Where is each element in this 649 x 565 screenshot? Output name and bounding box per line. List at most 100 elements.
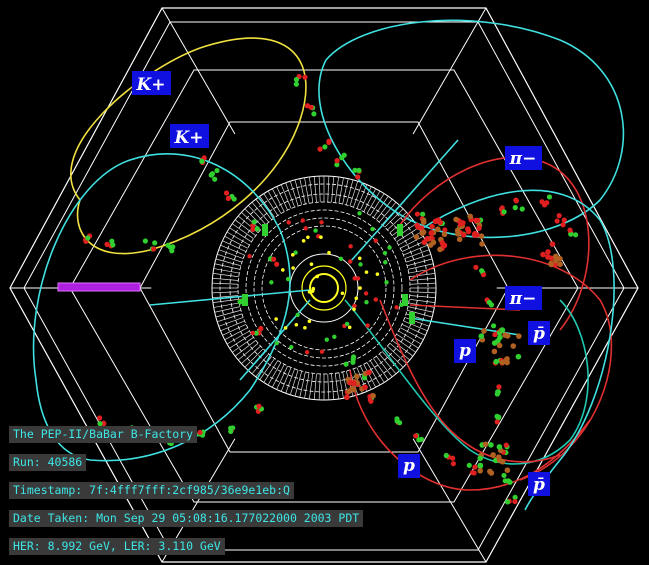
dirc-bar [403,244,428,256]
dirc-bar [392,340,414,357]
dirc-bar [406,258,433,267]
hit [557,255,563,262]
dirc-bar [363,364,377,388]
hit [362,384,368,391]
dirc-bar [366,362,381,386]
dirc-bar [241,345,261,364]
hit [548,261,554,268]
hit [101,421,107,427]
dirc-bar [309,176,314,203]
dirc-bar [345,179,354,206]
hit [269,280,274,285]
hit [435,217,442,224]
hit [317,146,323,152]
hit [347,325,352,330]
hit [513,197,519,203]
dirc-bar [409,273,436,278]
hit [293,250,298,255]
hit [285,276,291,282]
hit [346,388,352,395]
dirc-bar [229,333,252,349]
hit [302,74,308,80]
hit [546,194,553,200]
hit [450,461,456,467]
hit [319,235,323,240]
ring [261,225,387,351]
dirc-bar [212,291,239,294]
kaon-label-1: K+ [132,71,171,95]
track-red-right [409,254,613,481]
hit [361,375,368,381]
hit [496,414,502,420]
hit [519,206,525,212]
track-cyan-lower-right [419,189,615,511]
hit [304,350,310,355]
hit [348,244,353,249]
proton-label-2: p [398,454,420,478]
dirc-bar [409,298,436,303]
dirc-bar [400,235,424,249]
tracker-strip [262,224,268,236]
hit [303,226,308,231]
hit [373,238,378,243]
dirc-bar [331,176,335,203]
hit [491,348,498,355]
hit [294,322,299,327]
hit [420,211,426,217]
dirc-bar [244,208,264,228]
dirc-bar [212,295,239,299]
hit [286,220,291,225]
hit [152,240,158,246]
hit [344,394,350,401]
dirc-bar [318,176,321,203]
pion-label-1: π− [505,146,542,170]
hit [332,334,337,340]
dirc-bar [289,181,299,207]
hit [300,218,305,223]
dirc-bar [394,223,416,239]
hit [357,211,362,216]
tracker-strip [397,224,403,236]
hit [552,253,559,260]
dirc-bar [379,353,397,375]
dirc-bar [409,295,436,299]
hit [510,343,517,349]
dirc-bar [349,181,359,207]
hit [283,326,288,330]
dirc-bar [356,184,368,209]
hit [334,158,340,164]
dirc-bar [331,373,335,400]
hit [306,235,310,240]
dirc-bar [244,348,264,368]
hit [552,261,559,268]
hit [373,297,379,302]
dirc-bar [263,193,279,216]
hit [228,428,234,434]
hit [364,270,369,274]
hit [561,217,567,223]
dirc-bar [327,373,330,400]
hit [394,305,399,310]
dirc-bar [259,196,275,218]
hit [308,104,314,110]
hit [352,307,356,312]
hit [439,240,446,246]
svg-text:π−: π− [509,289,537,309]
dirc-bar [406,309,433,318]
hit [450,455,456,461]
dirc-bar [400,327,424,341]
antiproton-label-2: p̄ [528,472,550,496]
hit [150,246,157,252]
hit [554,218,560,224]
dirc-bar [251,201,269,223]
dirc-bar [309,373,314,400]
svg-text:p: p [403,456,415,476]
hit [544,200,550,206]
dirc-bar [217,253,243,263]
dirc-bar [373,358,389,380]
hit [289,344,294,350]
dirc-bar [353,182,363,208]
hit [458,220,464,227]
hit [488,442,494,448]
dirc-bar [389,343,411,361]
